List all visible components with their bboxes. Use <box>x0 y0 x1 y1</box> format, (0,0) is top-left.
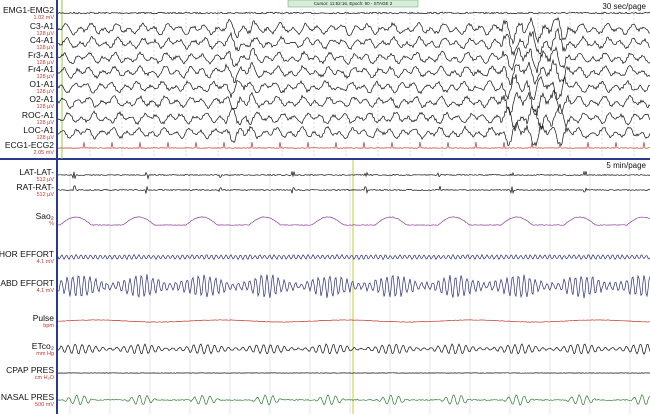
channel-scale: % <box>49 221 54 227</box>
trace <box>57 216 650 226</box>
cursor-text: Cursor: 11:52:16, Epoch: 90 - STAGE 2 <box>314 1 393 6</box>
trace <box>57 170 650 180</box>
trace <box>57 11 650 15</box>
trace <box>57 46 650 74</box>
trace <box>57 394 650 406</box>
timescale: 5 min/page <box>606 161 646 170</box>
channel-name: LOC-A1 <box>23 125 54 135</box>
channel-scale: bpm <box>43 323 54 329</box>
channel-name: NASAL PRES <box>1 392 54 402</box>
channel-name: ABD EFFORT <box>0 278 54 288</box>
channel-scale: 4.1 mV <box>37 259 55 265</box>
trace <box>57 89 650 117</box>
channel-scale: 4.1 mV <box>37 288 55 294</box>
channel-scale: 500 mV <box>35 402 54 408</box>
channel-name: Fr4-A1 <box>28 64 54 74</box>
timescale: 30 sec/page <box>602 2 646 11</box>
channel-name: EMG1-EMG2 <box>3 5 54 15</box>
channel-scale: mm Hg <box>36 351 54 357</box>
trace <box>57 103 650 132</box>
channel-name: ETco₂ <box>32 341 54 351</box>
channel-name: RAT-RAT- <box>17 182 55 192</box>
channel-scale: 512 µV <box>36 177 54 183</box>
channel-name: Fr3-A1 <box>28 50 54 60</box>
trace <box>57 58 650 85</box>
channel-scale: 128 µV <box>36 89 54 95</box>
channel-scale: 128 µV <box>36 60 54 66</box>
channel-scale: 128 µV <box>36 104 54 110</box>
channel-scale: 2.05 mV <box>34 150 55 156</box>
channel-name: ECG1-ECG2 <box>5 140 54 150</box>
cursor-banner <box>287 0 419 8</box>
channel-name: Pulse <box>33 313 55 323</box>
channel-name: C4-A1 <box>30 35 54 45</box>
channel-scale: 128 µV <box>36 31 54 37</box>
channel-name: Sao₂ <box>36 211 54 221</box>
channel-name: C3-A1 <box>30 21 54 31</box>
channel-scale: 128 µV <box>36 45 54 51</box>
channel-name: O1-A1 <box>29 79 54 89</box>
trace <box>57 74 650 101</box>
channel-scale: 1.02 mV <box>34 15 55 21</box>
trace <box>57 185 650 195</box>
trace <box>58 319 650 323</box>
trace <box>57 27 650 57</box>
trace <box>57 16 650 45</box>
channel-name: LAT-LAT- <box>19 167 54 177</box>
channel-scale: 128 µV <box>36 74 54 80</box>
channel-scale: 128 µV <box>36 135 54 141</box>
trace <box>57 343 650 355</box>
channel-scale: 512 µV <box>36 192 54 198</box>
trace <box>57 121 650 147</box>
channel-name: ROC-A1 <box>22 110 54 120</box>
channel-name: CPAP PRES <box>6 365 54 375</box>
channel-name: THOR EFFORT <box>0 249 54 259</box>
trace <box>57 141 650 149</box>
trace <box>57 274 650 299</box>
channel-name: O2-A1 <box>29 94 54 104</box>
trace <box>57 253 650 261</box>
channel-scale: cm H₂O <box>35 375 55 381</box>
channel-scale: 128 µV <box>36 120 54 126</box>
